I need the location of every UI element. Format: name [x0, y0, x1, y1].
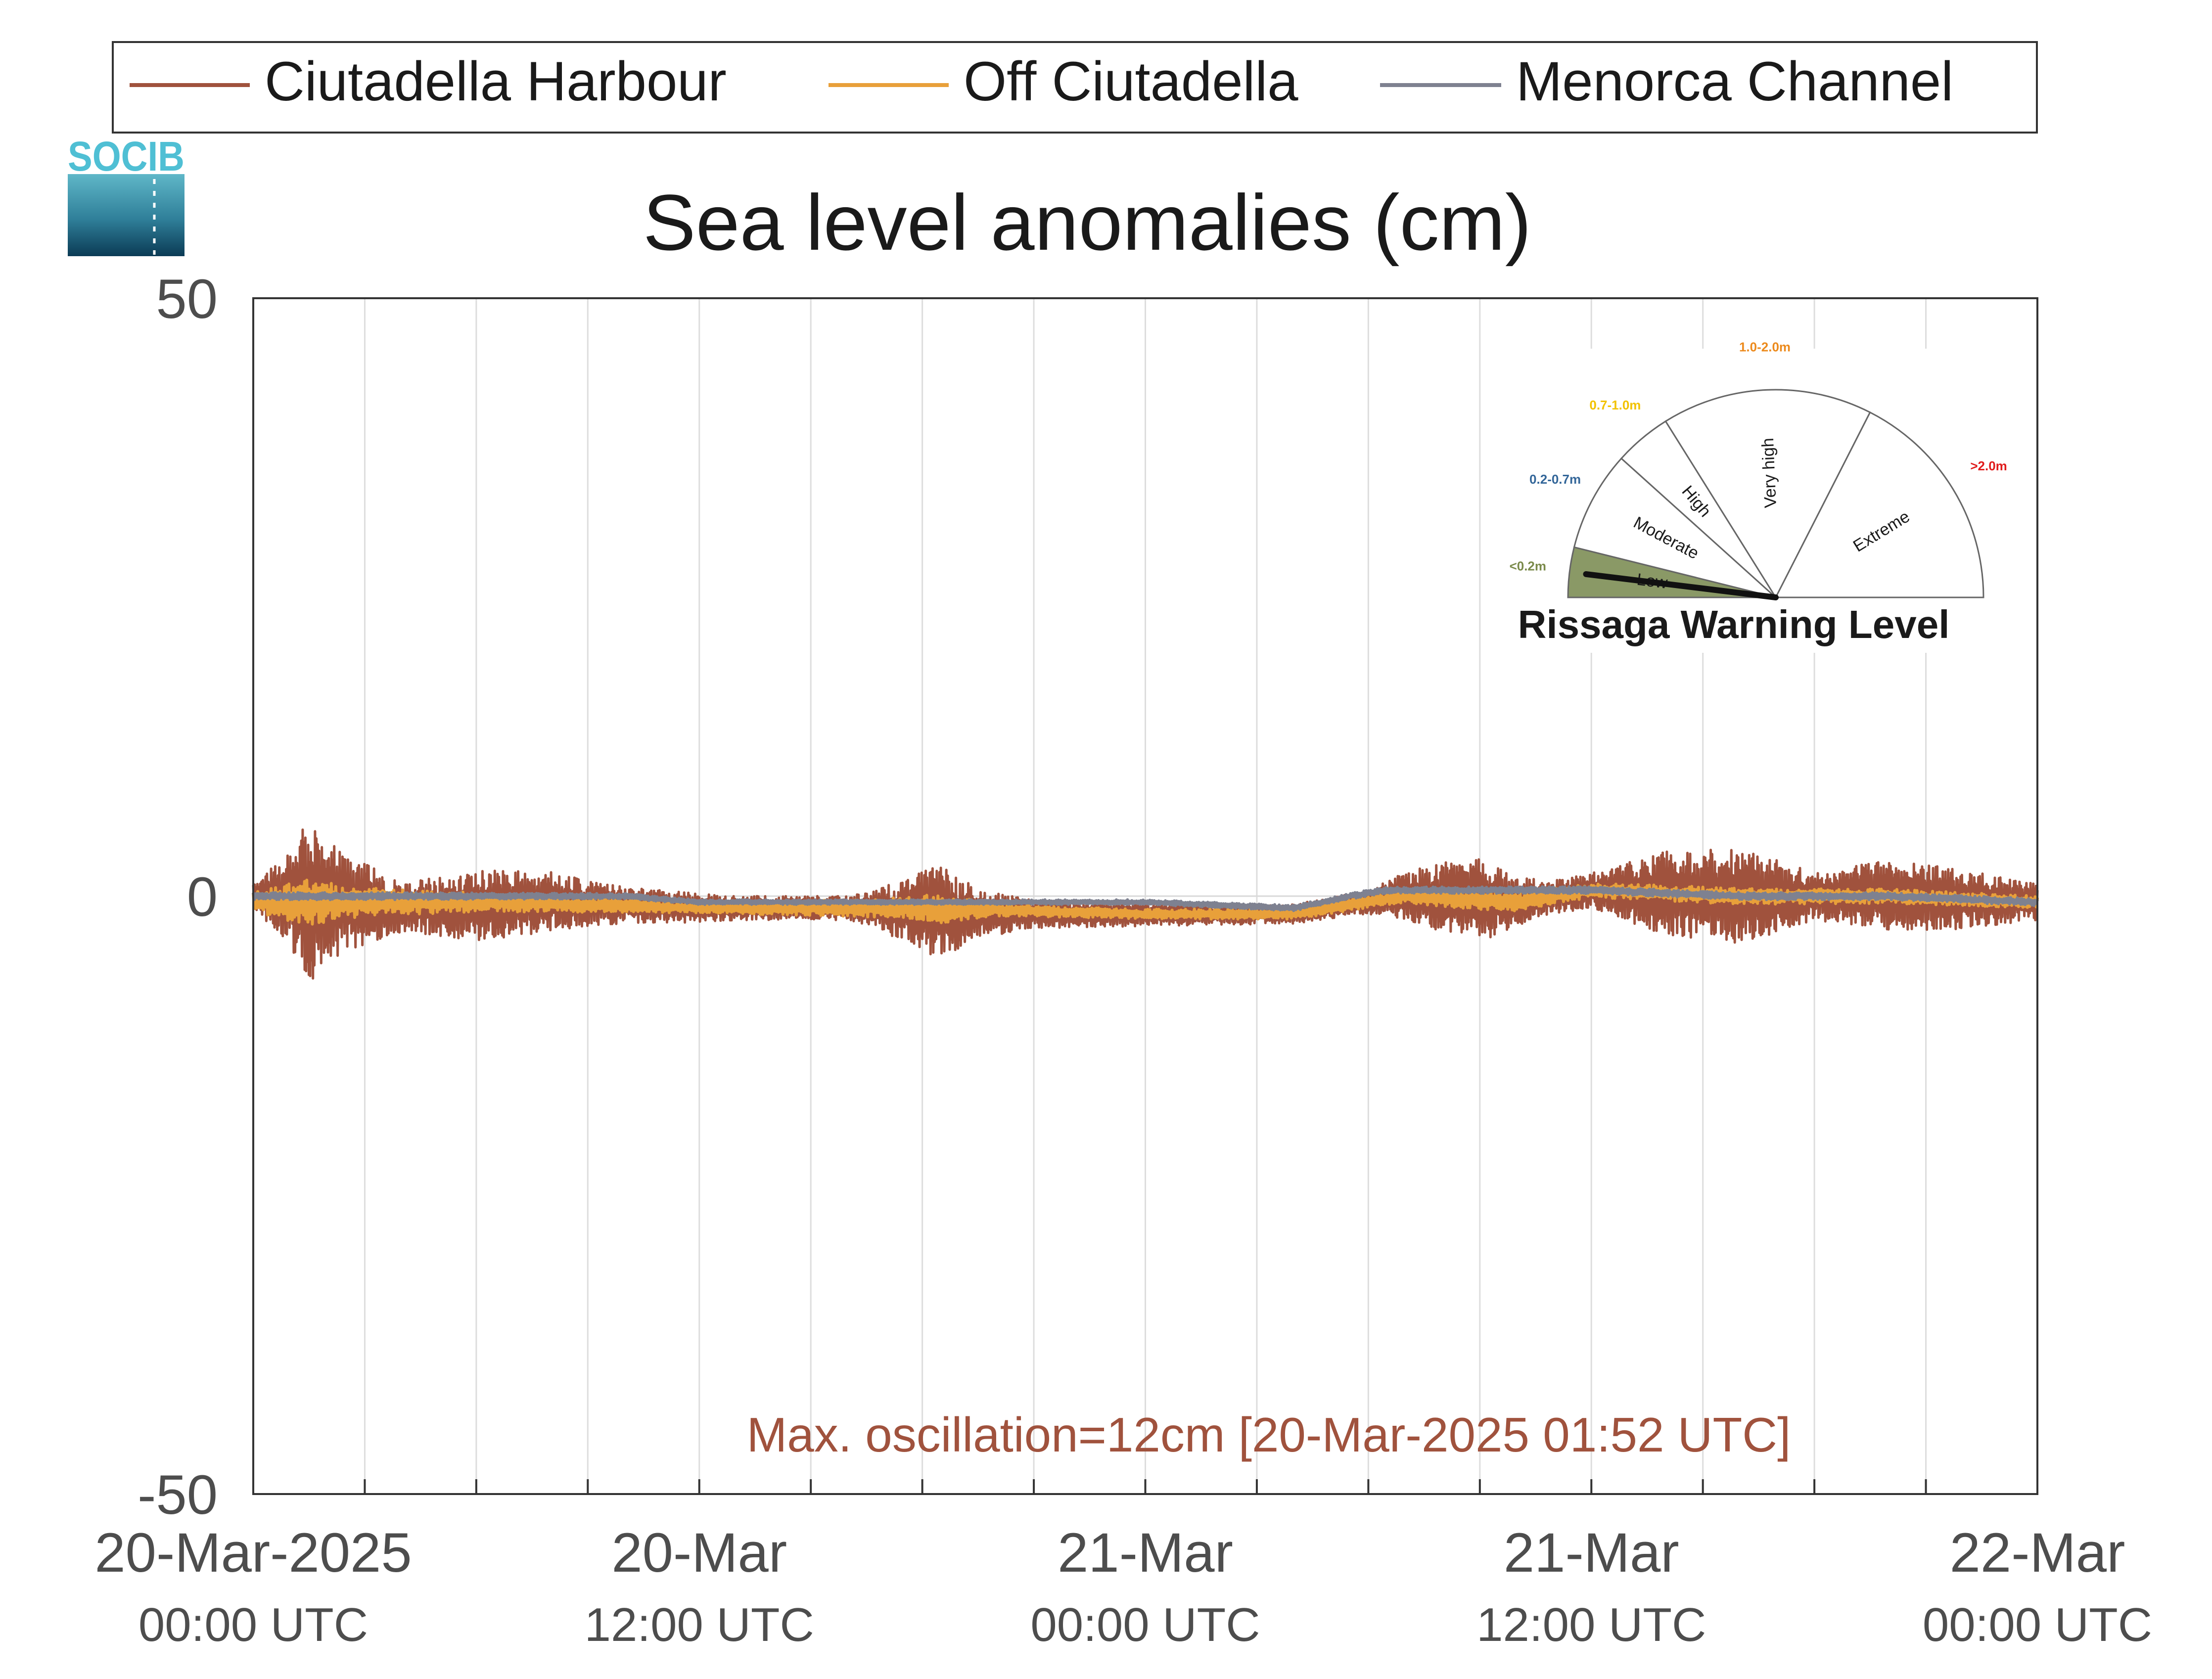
gauge-sector-extreme — [1774, 411, 1984, 598]
legend-label-off-ciutadella: Off Ciutadella — [964, 50, 1298, 112]
x-tick-date-label: 21-Mar — [1504, 1522, 1679, 1584]
x-tick-time-label: 00:00 UTC — [1030, 1598, 1260, 1651]
y-tick-labels: 50 0 -50 — [138, 268, 218, 1526]
gauge-sector-moderate — [1573, 457, 1777, 598]
x-tick-marks — [252, 1479, 2038, 1494]
legend-label-menorca-channel: Menorca Channel — [1516, 50, 1953, 112]
gauge-range-label: 0.2-0.7m — [1529, 472, 1581, 487]
series-line-menorca-channel — [252, 885, 2039, 912]
x-tick-date-label: 20-Mar-2025 — [94, 1522, 412, 1584]
gauge-title: Rissaga Warning Level — [1518, 602, 1950, 646]
logo-wave-block — [68, 174, 184, 256]
gauge-sector-very-high — [1664, 389, 1871, 599]
gauge-range-label: 0.7-1.0m — [1589, 398, 1641, 412]
x-tick-date-label: 20-Mar — [611, 1522, 787, 1584]
x-tick-date-label: 21-Mar — [1058, 1522, 1233, 1584]
y-tick-label: 50 — [156, 268, 218, 330]
legend: Ciutadella Harbour Off Ciutadella Menorc… — [112, 41, 2038, 134]
socib-logo: SOCIB — [68, 133, 184, 256]
chart-title: Sea level anomalies (cm) — [643, 178, 1531, 267]
x-tick-time-label: 00:00 UTC — [1923, 1598, 2152, 1651]
y-tick-label: 0 — [187, 866, 218, 928]
max-oscillation-annotation: Max. oscillation=12cm [20-Mar-2025 01:52… — [747, 1407, 1791, 1462]
legend-label-ciutadella-harbour: Ciutadella Harbour — [265, 50, 727, 112]
series-lines — [252, 828, 2039, 980]
rissaga-warning-gauge: Low<0.2mModerate0.2-0.7mHigh0.7-1.0mVery… — [1489, 339, 2011, 653]
y-tick-label: -50 — [138, 1464, 218, 1526]
x-tick-labels: 20-Mar-2025 00:00 UTC 20-Mar 12:00 UTC 21-Ma… — [94, 1522, 2152, 1651]
gauge-level-label: Very high — [1758, 438, 1780, 508]
logo-text: SOCIB — [68, 133, 184, 180]
gauge-sectors: Low<0.2mModerate0.2-0.7mHigh0.7-1.0mVery… — [1510, 339, 2007, 600]
gauge-range-label: 1.0-2.0m — [1739, 339, 1791, 354]
x-tick-time-label: 12:00 UTC — [1476, 1598, 1706, 1651]
gauge-range-label: >2.0m — [1970, 458, 2007, 473]
x-tick-time-label: 00:00 UTC — [138, 1598, 368, 1651]
x-tick-date-label: 22-Mar — [1950, 1522, 2125, 1584]
legend-box — [112, 41, 2038, 134]
x-tick-time-label: 12:00 UTC — [585, 1598, 814, 1651]
gauge-range-label: <0.2m — [1510, 558, 1546, 573]
gauge-needle — [1583, 571, 1779, 600]
